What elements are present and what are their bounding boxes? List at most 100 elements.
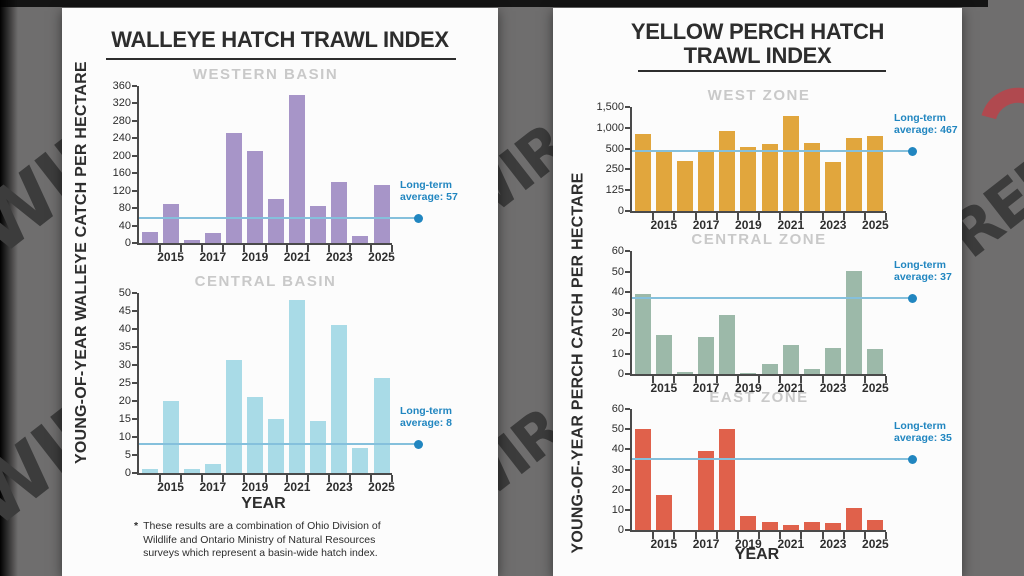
y-tick-label: 10 [611,503,624,516]
bar-2024 [846,138,863,211]
chart-plot-central-zone: CENTRAL ZONE 0 10 20 30 40 50 60 2015 2017 2019 202… [612,231,952,395]
y-tick-label: 40 [611,443,624,456]
y-tick-mark [132,154,137,157]
average-line [632,297,913,300]
footnote-text: These results are a combination of Ohio … [143,520,381,559]
y-tick-label: 50 [611,423,624,436]
bar-2014 [634,429,651,530]
x-tick-mark [736,213,739,220]
average-label: Long-term average: 37 [894,259,952,283]
y-tick-label: 20 [118,395,131,407]
x-tick-mark [863,376,866,383]
x-tick-mark [715,213,718,220]
x-tick-label-2021: 2021 [777,537,805,551]
x-tick-label-2021: 2021 [777,381,805,395]
y-tick-mark [132,292,137,294]
x-tick-mark [842,376,845,383]
x-tick-mark [264,475,267,482]
y-tick-label: 10 [611,347,624,360]
y-tick-mark [625,168,630,171]
x-tick-mark [327,475,330,482]
perch-panel-title-line1: YELLOW PERCH HATCH [630,19,885,44]
bar-2015 [655,150,672,211]
x-tick-mark [842,532,845,539]
x-tick-mark [652,376,655,383]
y-tick-mark [132,207,137,210]
x-tick-label-2021: 2021 [283,480,311,494]
x-tick-mark [885,532,887,539]
bar-2014 [634,134,651,211]
x-tick-mark [180,245,183,252]
x-tick-mark [180,475,183,482]
x-tick-label-2015: 2015 [157,480,184,494]
x-tick-mark [159,245,162,252]
perch-panel-title-line2: TRAWL INDEX [683,43,832,68]
x-tick-mark [736,376,739,383]
x-tick-mark [821,213,824,220]
chart-title-east-zone: EAST ZONE [709,389,809,406]
bar-2023 [825,162,842,211]
x-tick-label-2025: 2025 [862,218,889,232]
bar-2021 [289,300,306,473]
x-tick-label-2025: 2025 [862,381,889,395]
x-tick-label-2025: 2025 [368,250,395,264]
y-tick-label: 50 [611,265,624,278]
chart-plot-central-basin: CENTRAL BASIN 0 5 10 15 20 25 30 35 40 45 50 2015 201… [119,273,452,494]
bar-2019 [247,151,263,243]
x-tick-label-2019: 2019 [735,218,762,232]
x-tick-mark [673,532,676,539]
y-tick-label: 40 [118,219,131,232]
y-tick-mark [625,332,630,334]
x-tick-mark [758,376,760,383]
average-dot [414,439,423,449]
x-tick-mark [369,475,372,482]
y-tick-label: 0 [124,467,131,479]
perch-y-axis-label: YOUNG-OF-YEAR PERCH CATCH PER HECTARE [569,172,587,554]
chart-title-central-basin: CENTRAL BASIN [194,273,337,290]
walleye-panel: WALLEYE HATCH TRAWL INDEX YOUNG-OF-YEAR … [62,8,498,576]
x-tick-mark [694,532,697,539]
y-tick-label: 1,000 [596,121,624,134]
x-tick-label-2023: 2023 [325,480,353,494]
y-tick-label: 30 [118,359,131,371]
y-tick-mark [625,352,630,355]
x-tick-label-2015: 2015 [157,250,184,264]
average-line [632,458,913,461]
bar-2016 [183,469,200,473]
x-tick-mark [243,245,246,252]
y-tick-mark [132,436,137,438]
x-tick-mark [306,245,309,252]
y-tick-label: 1,500 [596,101,624,113]
bar-2017 [698,451,715,530]
y-tick-mark [625,210,630,212]
bar-2020 [268,419,284,473]
y-tick-label: 500 [605,142,624,155]
y-tick-label: 320 [112,97,131,110]
average-line [139,217,419,220]
bar-2024 [352,448,369,473]
x-tick-mark [264,245,267,252]
y-tick-label: 30 [611,306,624,319]
y-tick-label: 45 [118,305,131,317]
x-tick-mark [779,376,782,383]
y-tick-label: 25 [118,377,131,389]
bar-2019 [740,147,757,211]
bar-2017 [204,464,221,473]
x-tick-mark [779,213,782,220]
bar-2024 [352,236,369,243]
average-line [139,443,419,446]
y-tick-mark [132,310,137,312]
bar-2015 [162,204,179,243]
red-swoosh-graphic [966,74,1024,174]
chart-plot-western-basin: WESTERN BASIN 0 40 80 120 160 200 240 280 320 360 2… [113,66,458,264]
x-tick-label-2023: 2023 [819,381,847,395]
footnote-marker: * [134,520,139,532]
x-tick-label-2015: 2015 [650,537,678,551]
bar-2018 [225,133,242,243]
bar-2022 [310,206,327,243]
y-tick-label: 280 [112,114,131,127]
x-tick-label-2021: 2021 [777,218,805,232]
bar-2025 [373,185,390,243]
x-tick-label-2017: 2017 [692,218,720,232]
bar-2018 [719,429,736,530]
